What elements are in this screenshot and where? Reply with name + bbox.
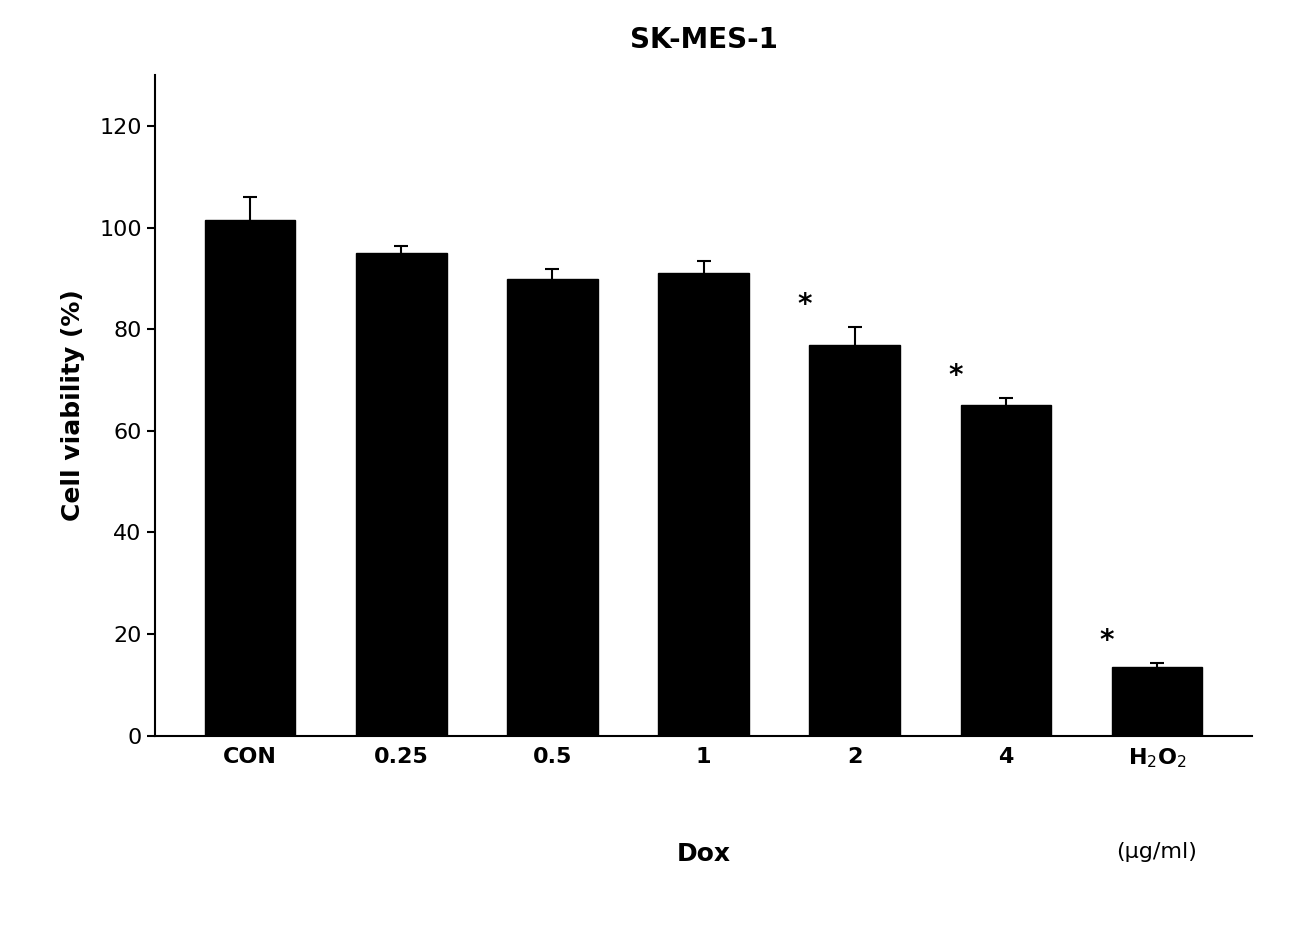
Bar [356,253,447,736]
Text: *: * [798,291,812,319]
Text: *: * [1100,627,1114,655]
Bar [658,273,749,736]
Bar [507,278,598,736]
Bar [1112,667,1202,736]
Title: SK-MES-1: SK-MES-1 [630,25,777,54]
Text: (μg/ml): (μg/ml) [1117,842,1198,862]
Bar [809,344,900,736]
Text: Dox: Dox [676,842,731,867]
Bar [961,405,1051,736]
Bar [205,220,296,736]
Text: *: * [949,362,963,390]
Y-axis label: Cell viability (%): Cell viability (%) [61,290,85,521]
